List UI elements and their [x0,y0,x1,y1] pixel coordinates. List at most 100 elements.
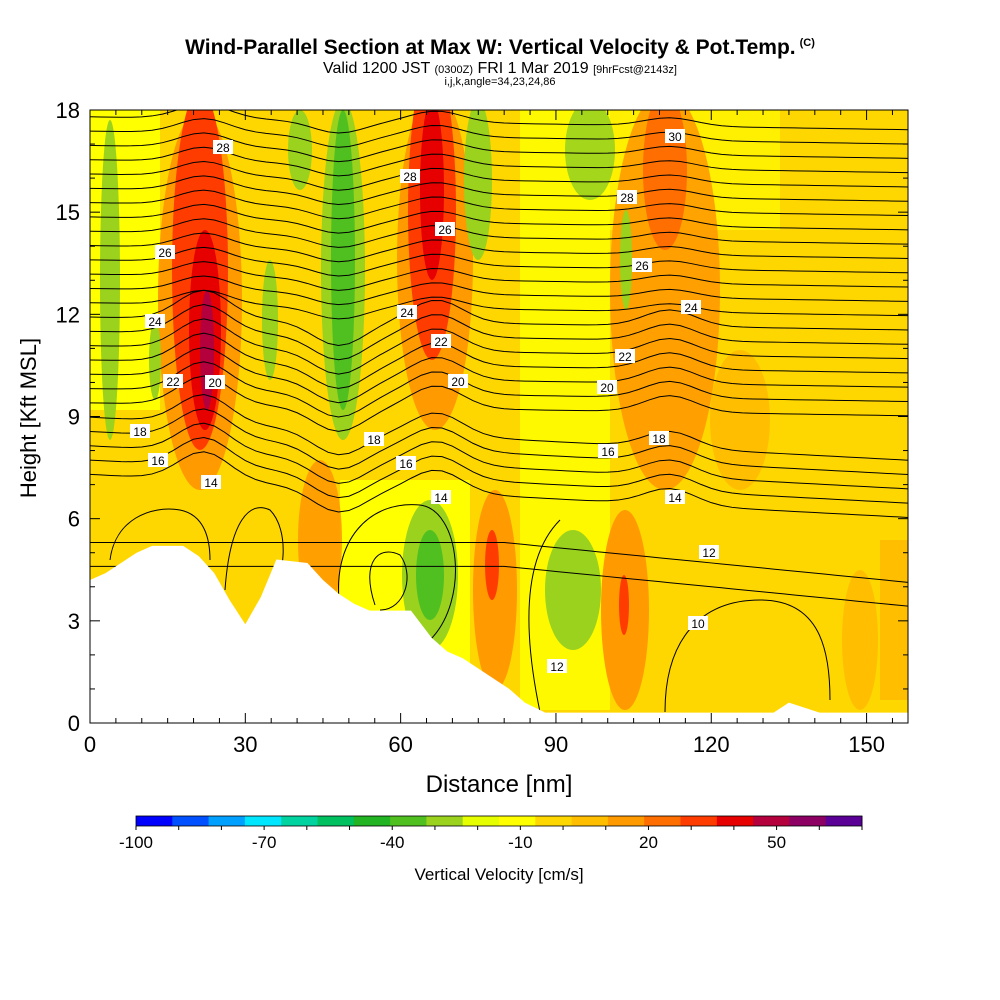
x-tick-label: 30 [233,732,257,757]
colorbar-swatch [499,816,536,826]
contour-label-bg [547,659,567,673]
theta-contour-line [90,232,908,263]
contour-label: 18 [130,424,150,439]
contour-label-text: 28 [403,170,417,184]
contour-label-bg [364,432,384,446]
colorbar-swatch [281,816,318,826]
colorbar-label: Vertical Velocity [cm/s] [414,865,583,884]
contour-label: 20 [448,374,468,389]
contour-label-text: 12 [702,546,716,560]
contour-label-bg [155,245,175,259]
theta-contour-line [90,346,908,404]
theta-contour-line [90,175,908,206]
contour-label: 26 [155,245,175,260]
contour-label-bg [163,374,183,388]
contour-label-text: 18 [133,425,147,439]
contour-label: 16 [598,444,618,459]
contour-label-bg [688,616,708,630]
colorbar-swatch [426,816,464,826]
theta-contour-line [90,394,908,461]
contour-label-text: 22 [166,375,180,389]
colorbar-swatch [390,816,427,826]
contour-label: 24 [681,300,701,315]
y-axis-label: Height [Kft MSL] [16,338,41,498]
x-tick-label: 120 [693,732,730,757]
contour-label-text: 28 [216,141,230,155]
theta-contour-line [90,261,908,291]
contour-label-text: 22 [434,335,448,349]
theta-contour-loop [664,599,831,713]
colorbar-swatch [136,816,173,826]
theta-contour-line [90,422,908,490]
contour-label: 20 [205,375,225,390]
y-tick-label: 6 [68,507,80,532]
y-tick-label: 9 [68,405,80,430]
contour-label: 26 [632,258,652,273]
contour-label: 20 [597,380,617,395]
theta-contour-line [90,246,908,277]
contour-label: 22 [163,374,183,389]
theta-contours [90,110,908,713]
contour-label-text: 14 [668,491,682,505]
contour-label-bg [431,334,451,348]
contour-label-text: 24 [400,306,414,320]
theta-contour-line [90,361,908,418]
contour-label-text: 26 [635,259,649,273]
contour-label-bg [632,258,652,272]
theta-contour-line [90,189,908,220]
theta-contour-line [90,304,908,361]
contour-label: 12 [699,545,719,560]
colorbar-swatch [244,816,282,826]
theta-contour-line [90,289,908,346]
contour-label-bg [396,456,416,470]
x-tick-label: 150 [848,732,885,757]
contour-label-bg [448,374,468,388]
theta-contour-line [90,110,908,134]
contour-label-text: 20 [208,376,222,390]
colorbar-tick-label: -10 [508,833,533,852]
contour-label: 22 [615,349,635,364]
theta-contour-line [90,118,908,148]
colorbar-swatch [317,816,355,826]
colorbar-swatch [607,816,645,826]
y-tick-label: 3 [68,609,80,634]
colorbar-swatch [825,816,863,826]
theta-contour-line [90,161,908,191]
contour-label-bg [213,140,233,154]
contour-label-bg [431,490,451,504]
contour-label-bg [681,300,701,314]
contour-label: 24 [145,314,165,329]
theta-contour-line [90,565,908,607]
contour-label-bg [597,380,617,394]
contour-label-text: 20 [451,375,465,389]
theta-contour-line [90,451,908,518]
contour-label-bg [201,475,221,489]
contour-label: 16 [396,456,416,471]
contour-label: 28 [213,140,233,155]
contour-label-text: 24 [684,301,698,315]
theta-contour-loop [369,551,408,611]
contour-label-bg [665,129,685,143]
contour-label: 16 [148,453,168,468]
contour-label: 18 [364,432,384,447]
x-tick-label: 60 [388,732,412,757]
contour-label-bg [617,190,637,204]
y-tick-label: 12 [56,302,80,327]
contour-label-bg [130,424,150,438]
contour-label-text: 18 [652,432,666,446]
colorbar-tick-label: -100 [119,833,153,852]
colorbar-tick-label: -40 [380,833,405,852]
contour-label-text: 24 [148,315,162,329]
theta-contour-loop [109,508,211,561]
x-axis: 0 30 60 90 120 150 [84,110,893,757]
colorbar-frame [135,815,863,827]
chart-subtitle: Valid 1200 JST (0300Z) FRI 1 Mar 2019 [9… [322,60,677,77]
theta-contour-line [90,375,908,432]
contour-label: 18 [649,431,669,446]
y-axis: 0 3 6 9 12 15 18 [56,98,908,736]
contour-label-bg [435,222,455,236]
theta-contour-line [90,132,908,163]
contour-label: 30 [665,129,685,144]
contour-label-text: 12 [550,660,564,674]
